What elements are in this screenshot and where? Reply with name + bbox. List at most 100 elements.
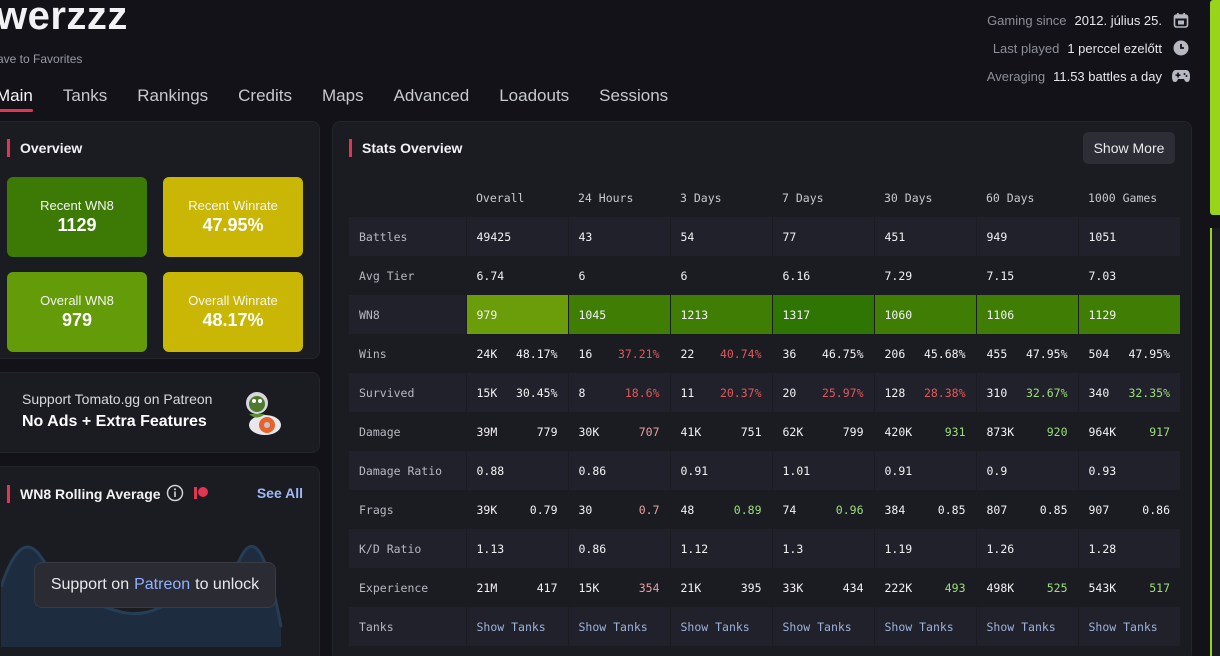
table-cell: 0.9 bbox=[975, 451, 1078, 490]
cell-avg: 779 bbox=[536, 424, 558, 439]
table-cell: 1.13 bbox=[465, 529, 568, 568]
row-label: K/D Ratio bbox=[349, 529, 466, 568]
row-label: Wins bbox=[359, 346, 387, 361]
card-label: Overall WN8 bbox=[40, 293, 114, 308]
cell-total: 807 bbox=[986, 502, 1008, 517]
tab-sessions[interactable]: Sessions bbox=[599, 86, 669, 105]
info-icon[interactable] bbox=[166, 484, 184, 507]
tab-advanced[interactable]: Advanced bbox=[393, 86, 470, 105]
show-more-button[interactable]: Show More bbox=[1083, 132, 1175, 164]
table-row-avg-tier: Avg Tier 6.74 6 6 6.16 7.29 7.15 7.03 bbox=[349, 256, 1180, 295]
cell-total: 74 bbox=[782, 502, 797, 517]
table-cell: 310 32.67% bbox=[975, 373, 1078, 412]
recent-wn8-card: Recent WN8 1129 bbox=[7, 177, 147, 257]
cell-count: 340 bbox=[1088, 385, 1110, 400]
tab-tanks[interactable]: Tanks bbox=[62, 86, 108, 105]
cell-rate: 45.68% bbox=[923, 346, 966, 361]
table-cell: 907 0.86 bbox=[1077, 490, 1180, 529]
table-cell: 7.03 bbox=[1077, 256, 1180, 295]
show-tanks-link[interactable]: Show Tanks bbox=[669, 607, 772, 646]
table-row-frags: Frags 39K 0.79 30 0.7 48 0.89 74 0.96 384 0.8… bbox=[349, 490, 1180, 529]
cell-total: 39M bbox=[476, 424, 498, 439]
cell-rate: 30.45% bbox=[515, 385, 558, 400]
player-name: werzzz bbox=[0, 0, 128, 38]
table-cell: 420K 931 bbox=[873, 412, 976, 451]
patreon-features: No Ads + Extra Features bbox=[22, 413, 207, 430]
table-cell: 1060 bbox=[873, 295, 976, 334]
table-cell: 1213 bbox=[669, 295, 772, 334]
cell-count: 206 bbox=[884, 346, 906, 361]
table-cell: 1051 bbox=[1077, 217, 1180, 256]
table-row-survived: Survived 15K 30.45% 8 18.6% 11 20.37% 20 25.… bbox=[349, 373, 1180, 412]
patreon-link[interactable]: Patreon bbox=[134, 576, 191, 593]
card-label: Overall Winrate bbox=[188, 293, 278, 308]
table-cell: 7.15 bbox=[975, 256, 1078, 295]
overview-panel: Overview Recent WN8 1129 Recent Winrate … bbox=[0, 121, 320, 359]
cell-total: 30 bbox=[578, 502, 593, 517]
column-header: 1000 Games bbox=[1088, 190, 1158, 205]
column-header: 60 Days bbox=[986, 190, 1035, 205]
table-cell: 873K 920 bbox=[975, 412, 1078, 451]
table-row-experience: Experience 21M 417 15K 354 21K 395 33K 434 2… bbox=[349, 568, 1180, 607]
cell-total: 15K bbox=[578, 580, 600, 595]
table-cell: 6.16 bbox=[771, 256, 874, 295]
table-cell: 74 0.96 bbox=[771, 490, 874, 529]
see-all-link[interactable]: See All bbox=[256, 485, 303, 501]
card-value: 47.95% bbox=[202, 215, 264, 235]
tab-credits[interactable]: Credits bbox=[238, 86, 293, 105]
cell-avg: 434 bbox=[842, 580, 864, 595]
meta-value: 1 perccel ezelőtt bbox=[1067, 40, 1162, 56]
show-tanks-link[interactable]: Show Tanks bbox=[567, 607, 670, 646]
show-tanks-link[interactable]: Show Tanks bbox=[1077, 607, 1180, 646]
table-cell: 39M 779 bbox=[465, 412, 568, 451]
cell-rate: 20.37% bbox=[719, 385, 762, 400]
tab-main[interactable]: Main bbox=[0, 86, 33, 112]
unlock-text: Support on bbox=[50, 576, 130, 593]
patreon-unlock-button[interactable]: Support on Patreon to unlock bbox=[34, 562, 276, 608]
cell-rate: 40.74% bbox=[719, 346, 762, 361]
gamepad-icon bbox=[1172, 67, 1190, 85]
table-cell: 964K 917 bbox=[1077, 412, 1180, 451]
cell-total: 41K bbox=[680, 424, 702, 439]
table-cell: 6 bbox=[669, 256, 772, 295]
cell-total: 48 bbox=[680, 502, 695, 517]
show-tanks-link[interactable]: Show Tanks bbox=[771, 607, 874, 646]
save-to-favorites-link[interactable]: ave to Favorites bbox=[0, 52, 83, 66]
rolling-chart-preview bbox=[1, 544, 283, 647]
show-tanks-link[interactable]: Show Tanks bbox=[873, 607, 976, 646]
table-cell: 16 37.21% bbox=[567, 334, 670, 373]
table-cell: 1.28 bbox=[1077, 529, 1180, 568]
table-cell: 222K 493 bbox=[873, 568, 976, 607]
tab-rankings[interactable]: Rankings bbox=[137, 86, 209, 105]
patreon-text: Support Tomato.gg on Patreon bbox=[22, 391, 213, 407]
stats-title: Stats Overview bbox=[349, 139, 462, 157]
table-cell: 6.74 bbox=[465, 256, 568, 295]
table-cell: 15K 30.45% bbox=[465, 373, 568, 412]
card-label: Recent Winrate bbox=[188, 198, 278, 213]
table-cell: 949 bbox=[975, 217, 1078, 256]
table-cell: 62K 799 bbox=[771, 412, 874, 451]
table-cell: 498K 525 bbox=[975, 568, 1078, 607]
tab-maps[interactable]: Maps bbox=[322, 86, 364, 105]
show-tanks-link[interactable]: Show Tanks bbox=[975, 607, 1078, 646]
cell-count: 24K bbox=[476, 346, 498, 361]
stats-overview-panel: Stats Overview Show More Overall 24 Hour… bbox=[332, 121, 1192, 656]
meta-averaging: Averaging 11.53 battles a day bbox=[930, 62, 1190, 90]
table-row-wn8: WN8 979 1045 1213 1317 1060 1106 1129 bbox=[349, 295, 1180, 334]
table-cell: 15K 354 bbox=[567, 568, 670, 607]
table-cell: 21M 417 bbox=[465, 568, 568, 607]
cell-count: 22 bbox=[680, 346, 695, 361]
stats-table: Overall 24 Hours 3 Days 7 Days 30 Days 6… bbox=[349, 178, 1180, 646]
show-tanks-link[interactable]: Show Tanks bbox=[465, 607, 568, 646]
tab-loadouts[interactable]: Loadouts bbox=[499, 86, 570, 105]
table-cell: 1.26 bbox=[975, 529, 1078, 568]
table-cell: 8 18.6% bbox=[567, 373, 670, 412]
cell-avg: 917 bbox=[1149, 424, 1170, 439]
table-cell: 11 20.37% bbox=[669, 373, 772, 412]
row-label: Tanks bbox=[349, 607, 466, 646]
cell-rate: 46.75% bbox=[821, 346, 864, 361]
column-header: 30 Days bbox=[884, 190, 933, 205]
meta-label: Averaging bbox=[986, 68, 1046, 84]
table-row-damage: Damage 39M 779 30K 707 41K 751 62K 799 420K 9… bbox=[349, 412, 1180, 451]
patreon-banner[interactable]: Support Tomato.gg on Patreon No Ads + Ex… bbox=[0, 372, 320, 453]
